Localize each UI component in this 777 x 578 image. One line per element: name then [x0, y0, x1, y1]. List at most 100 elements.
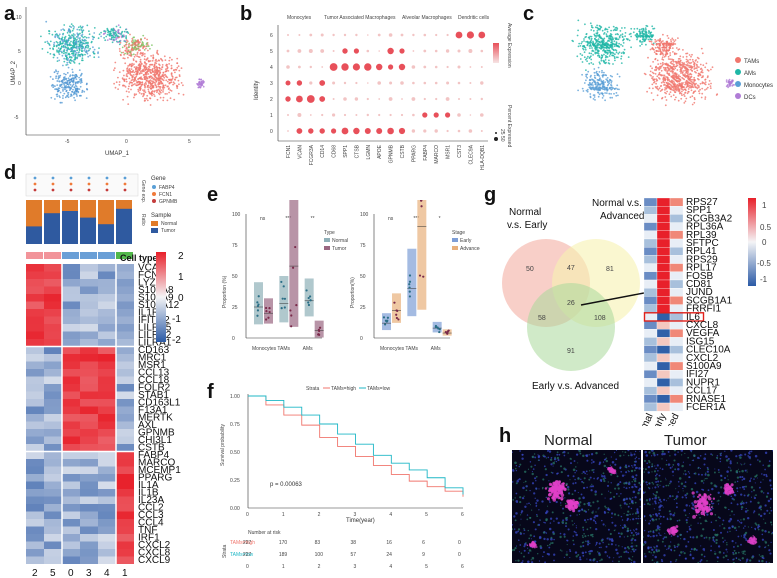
- heatmap-g-cell: [643, 337, 658, 346]
- panel-label-a: a: [4, 3, 16, 25]
- heatmap-d-cell: [80, 384, 98, 392]
- box-category: AMs: [431, 346, 442, 352]
- dotplot-dot: [433, 112, 439, 118]
- heatmap-d-cell: [98, 316, 116, 324]
- heatmap-d-cell: [62, 534, 80, 542]
- heatmap-d-cell: [44, 421, 62, 429]
- dotplot-dot: [332, 98, 335, 100]
- survival-curve-low: [248, 395, 464, 495]
- heatmap-d-cell: [26, 534, 44, 542]
- heatmap-d-cell: [62, 526, 80, 534]
- box-rect: [264, 298, 273, 324]
- heatmap-d-cell: [116, 474, 134, 482]
- umap-a-xtick: 5: [188, 139, 191, 145]
- heatmap-d-cell: [98, 511, 116, 519]
- heatmap-g-gene-label: CXCL8: [686, 320, 719, 331]
- heatmap-d-cell: [62, 354, 80, 362]
- heatmap-d-cluster-label: 5: [50, 568, 56, 578]
- heatmap-d-gene-label: LILRB2: [138, 330, 172, 341]
- heatmap-d-cell: [80, 526, 98, 534]
- dotplot-dot: [366, 97, 369, 101]
- risk-cell: 83: [315, 540, 321, 546]
- heatmap-d-gene-label: IL23A: [138, 495, 164, 506]
- heatmap-g-gene-label: CLEC10A: [686, 345, 731, 356]
- heatmap-g-gene-label: CXCL2: [686, 353, 719, 364]
- heatmap-g-cell: [656, 238, 671, 248]
- dotplot-pct-val: 50: [499, 136, 505, 142]
- dotplot-dot: [377, 81, 381, 85]
- heatmap-d-gene-label: FABP4: [138, 450, 170, 461]
- heatmap-d-cell: [116, 466, 134, 474]
- heatmap-d-cell: [26, 414, 44, 422]
- heatmap-d-cell: [116, 459, 134, 467]
- heatmap-d-cell: [80, 481, 98, 489]
- dotplot-dot: [319, 128, 325, 134]
- heatmap-g-gene-label: IFI27: [686, 369, 709, 380]
- heatmap-d-cell: [44, 339, 62, 347]
- ihc-image-tumor: [643, 450, 773, 563]
- heatmap-d-cell: [98, 556, 116, 564]
- heatmap-d-cell: [80, 466, 98, 474]
- heatmap-d-cell: [26, 324, 44, 332]
- heatmap-d-cell: [116, 294, 134, 302]
- heatmap-d-cell: [116, 301, 134, 309]
- heatmap-d-cell: [26, 526, 44, 534]
- heatmap-g-gene-label: SCGB3A2: [686, 213, 733, 224]
- dotplot-identity-tick: 1: [270, 113, 273, 119]
- heatmap-g-gene-label: SPP1: [686, 205, 712, 216]
- heatmap-g-cell: [643, 255, 658, 264]
- survival-ytick: 1.00: [230, 394, 240, 400]
- heatmap-d-celltype-label: Cell type: [120, 253, 158, 263]
- heatmap-g-gene-label: RPL17: [686, 263, 717, 274]
- heatmap-g-gene-label: FOSB: [686, 271, 714, 282]
- heatmap-d-cell: [44, 496, 62, 504]
- box-ytick: 100: [360, 212, 369, 218]
- dotplot-dot: [480, 113, 484, 117]
- dotplot-ylabel: Identity: [254, 81, 260, 100]
- dotplot-dot: [378, 113, 381, 117]
- heatmap-d-cell: [26, 271, 44, 279]
- heatmap-d-gene-legend: FABP4: [159, 185, 175, 191]
- heatmap-d-cell: [26, 354, 44, 362]
- dotplot-dot: [423, 129, 427, 133]
- heatmap-g-scale-tick: -1: [760, 275, 768, 284]
- box-significance: **: [311, 216, 315, 222]
- dotplot-gene-tick: FCN1: [286, 145, 292, 158]
- dotplot-dot: [480, 130, 483, 132]
- dotplot-gene-tick: CTSB: [354, 144, 360, 158]
- box-ytick: 50: [360, 274, 366, 280]
- heatmap-d-cell: [26, 451, 44, 459]
- risk-xtick: 2: [318, 564, 321, 570]
- box-legend-title: Stage: [452, 230, 465, 236]
- heatmap-d-cell: [116, 384, 134, 392]
- dotplot-group-label: Dendritic cells: [458, 15, 490, 21]
- venn-set-label: Normal v.s.: [592, 198, 642, 209]
- heatmap-d-cell: [116, 406, 134, 414]
- heatmap-d-cell: [44, 474, 62, 482]
- heatmap-d-cell: [80, 376, 98, 384]
- dotplot-dot: [331, 128, 337, 134]
- survival-ylabel: Survival probability: [220, 424, 226, 466]
- heatmap-d-cell: [26, 511, 44, 519]
- dotplot-dot: [296, 128, 303, 134]
- heatmap-d-cell: [98, 391, 116, 399]
- heatmap-d-cell: [62, 316, 80, 324]
- umap-plot-c: TAMs AMs Monocytes DCs: [571, 19, 773, 107]
- dotplot-dot: [321, 113, 324, 117]
- heatmap-g-cell: [656, 296, 671, 305]
- heatmap-d-cell: [44, 264, 62, 272]
- heatmap-d-gene-label: MERTK: [138, 413, 173, 424]
- dotplot-dot: [457, 129, 461, 133]
- survival-legend-low: TAMs=low: [367, 386, 390, 392]
- dotplot-gene-tick: MSR1: [446, 145, 452, 159]
- heatmap-d-gene-label: IL1B: [138, 488, 159, 499]
- heatmap-d-cell: [98, 541, 116, 549]
- heatmap-d-cell: [62, 406, 80, 414]
- dotplot-dot: [457, 81, 461, 85]
- dotplot-size-legend-dot: [494, 137, 498, 141]
- heatmap-d-cell: [44, 346, 62, 354]
- heatmap-d-cell: [80, 556, 98, 564]
- box-ytick: 25: [360, 305, 366, 311]
- survival-xtick: 0: [246, 512, 249, 518]
- heatmap-d-gene-label: IL1RN: [138, 308, 166, 319]
